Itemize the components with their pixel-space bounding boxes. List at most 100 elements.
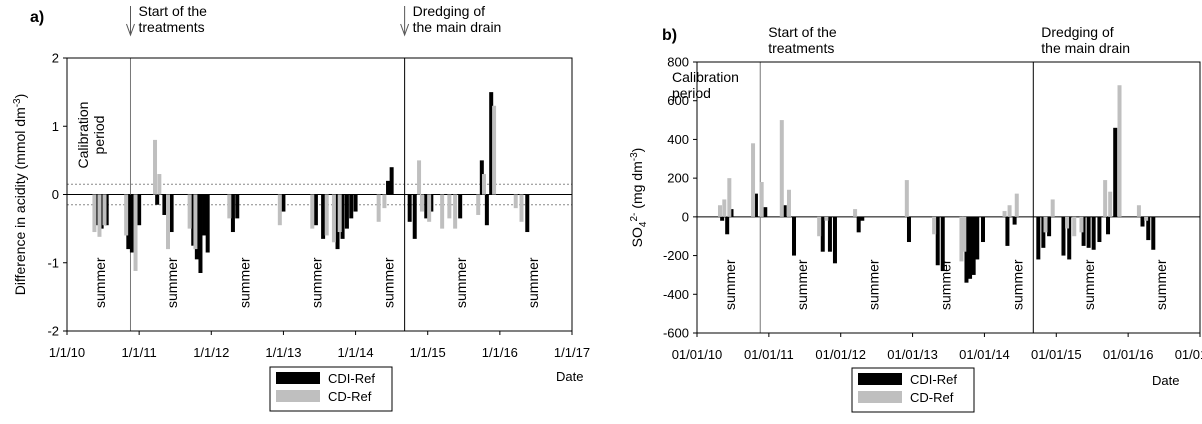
bar-cd-ref [492,105,497,195]
bar-cdi-ref [729,209,734,217]
y-axis-label-part: ) [12,94,28,99]
x-tick-label: 01/01/15 [1031,347,1082,362]
bar-cdi-ref [129,194,134,253]
bar-cd-ref [277,194,282,226]
calibration-annotation-line1: Calibration [672,69,739,85]
summer-label: summer [236,257,252,308]
bar-cdi-ref [155,194,160,205]
bar-cd-ref [751,143,756,217]
bar-cdi-ref [1091,216,1096,250]
summer-label: summer [866,259,882,310]
bar-cd-ref [1050,199,1055,217]
bar-cd-ref [92,194,97,233]
bar-cdi-ref [1097,216,1102,243]
bar-cdi-ref [104,194,109,226]
y-tick-label: -1 [47,255,59,270]
legend-label: CDI-Ref [328,371,375,386]
bar-cdi-ref [412,194,417,239]
bar-cdi-ref [137,194,142,226]
bar-cdi-ref [335,194,340,250]
start-annotation-line2: treatments [768,40,834,56]
bar-cd-ref [337,194,342,233]
bar-cdi-ref [353,194,358,212]
bar-cd-ref [166,194,170,250]
summer-label: summer [92,257,108,308]
bar-cdi-ref [968,216,973,279]
summer-label: summer [164,257,180,308]
bar-cd-ref [382,194,387,209]
bar-cd-ref [759,182,764,217]
summer-label: summer [309,257,325,308]
y-axis-label-part: (mg dm [629,161,645,212]
bar-cd-ref [427,194,432,222]
bar-cd-ref [481,174,486,195]
bar-cdi-ref [321,194,326,239]
bar-cdi-ref [1036,216,1041,260]
panel-label: a) [30,9,44,26]
y-axis-label-part: 2- [629,213,640,222]
bar-cd-ref [417,160,422,195]
summer-label: summer [525,257,541,308]
bar-cd-ref [187,194,192,229]
x-tick-label: 01/01/17 [1175,347,1202,362]
x-tick-label: 01/01/13 [887,347,938,362]
event-arrow-head [400,23,410,37]
bar-cdi-ref [1041,216,1046,248]
y-axis-label-part: 4 [638,221,649,227]
bar-cdi-ref [964,216,969,283]
bar-cdi-ref [386,180,391,195]
legend-swatch-cd-ref [858,391,902,403]
x-tick-label: 1/1/15 [410,345,446,360]
bar-cd-ref [157,174,162,195]
bar-cdi-ref [99,194,104,229]
bar-cdi-ref [340,194,345,239]
bar-cd-ref [853,209,858,217]
bar-cdi-ref [860,216,865,221]
bar-cd-ref [1007,205,1012,217]
bar-cdi-ref [202,194,207,236]
y-tick-label: -2 [47,324,59,339]
bar-cd-ref [722,199,727,217]
bar-cdi-ref [720,216,725,221]
bar-cdi-ref [1086,216,1091,248]
calibration-annotation-line2: period [672,85,711,101]
bar-cd-ref [324,194,329,236]
bar-cdi-ref [525,194,530,233]
y-tick-label: -400 [663,287,689,302]
bar-cd-ref [717,205,722,217]
bar-cdi-ref [1047,216,1052,237]
bar-cd-ref [447,194,452,219]
bar-cdi-ref [479,160,484,195]
bar-cdi-ref [1106,216,1111,235]
bar-cd-ref [519,194,524,222]
bar-cdi-ref [407,194,412,222]
bar-cd-ref [1117,85,1122,217]
y-tick-label: 0 [52,187,59,202]
bar-cdi-ref [1146,216,1151,241]
start-annotation-line1: Start of the [768,24,837,40]
dredging-annotation-line1: Dredging of [1041,24,1113,40]
y-tick-label: 1 [52,119,59,134]
bar-cdi-ref [1081,216,1086,246]
x-tick-label: 01/01/14 [959,347,1010,362]
x-tick-label: 1/1/12 [193,345,229,360]
bar-cdi-ref [1005,216,1010,246]
calibration-line2: period [91,116,107,155]
bar-cd-ref [453,194,458,229]
bar-cd-ref [124,194,129,236]
bar-cdi-ref [971,216,976,275]
bar-cd-ref [376,194,381,222]
bar-cdi-ref [424,194,429,219]
y-axis-label: Difference in acidity (mmol dm-3) [12,94,28,296]
summer-label: summer [1081,259,1097,310]
bar-cd-ref [440,194,445,229]
y-tick-label: 0 [682,209,689,224]
x-tick-label: 01/01/12 [815,347,866,362]
legend-label: CD-Ref [910,390,954,405]
bar-cdi-ref [313,194,318,226]
dredging-annotation-line2: the main drain [1041,40,1130,56]
bar-cdi-ref [820,216,825,252]
summer-label: summer [722,259,738,310]
bar-cd-ref [1103,180,1108,217]
x-tick-label: 1/1/13 [265,345,301,360]
